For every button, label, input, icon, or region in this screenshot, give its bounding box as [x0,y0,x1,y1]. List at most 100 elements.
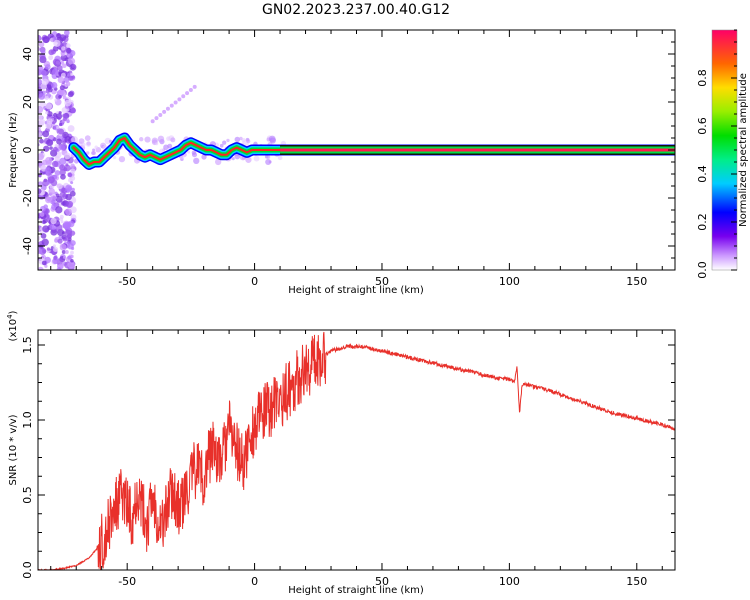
noise-dot [162,109,167,114]
noise-dot [181,94,186,99]
noise-dot [42,36,50,44]
spectrogram-y-tick-label: -20 [21,189,34,207]
noise-dot [52,246,59,253]
noise-dot [70,168,76,174]
noise-dot [67,172,73,178]
snr-y-axis-label: SNR (10 * v/v) [8,414,19,485]
noise-dot [64,99,72,107]
noise-dot [63,30,70,36]
noise-dot [66,72,71,77]
spectrogram-x-tick-label: 50 [375,275,389,288]
noise-dot [52,258,58,265]
noise-dot [65,43,71,49]
noise-dot [63,164,71,172]
noise-dot [165,106,170,111]
spectrogram-y-tick-label: 20 [21,95,34,109]
noise-dot [38,65,44,71]
noise-dot [64,249,69,254]
noise-dot [57,76,65,84]
noise-dot [59,85,65,91]
noise-dot [38,115,43,120]
noise-dot [185,91,190,96]
noise-dot [158,112,163,117]
noise-dot [71,75,75,79]
noise-dot [188,88,193,92]
noise-dot [57,238,63,244]
noise-dot [38,153,45,161]
noise-dot [70,181,74,185]
noise-dot [67,220,75,228]
colorbar-gradient [712,30,737,270]
noise-dot [45,123,52,129]
noise-dot [49,146,53,150]
noise-dot [70,163,75,169]
snr-x-tick-label: 50 [375,575,389,588]
noise-dot [155,142,159,146]
noise-dot [58,128,65,135]
frequency-track [68,132,675,170]
noise-dot [92,148,96,152]
noise-dot [56,138,63,145]
noise-dot [39,212,45,217]
noise-dot [48,55,54,61]
noise-dot [60,174,66,180]
snr-axes: -50 0 50 100 150 0.0 0.5 1.0 1.5 [21,330,675,588]
noise-dot [67,255,72,260]
noise-dot [157,135,165,143]
snr-series-line [38,331,675,570]
noise-dot [70,250,74,255]
noise-dot [46,118,53,125]
noise-dot [214,158,222,166]
noise-dot [38,93,45,100]
noise-dot [53,255,58,260]
snr-y-tick-label: 0.0 [21,561,34,579]
noise-dot [71,136,79,144]
noise-dot [69,190,76,197]
noise-dot [50,228,58,236]
noise-dot [234,136,241,143]
snr-x-tick-label: 0 [251,575,258,588]
snr-y-tick-label: 1.0 [21,411,34,429]
noise-dot [38,106,44,114]
noise-dot [50,82,58,89]
noise-dot [169,103,174,108]
noise-dot [58,94,62,99]
noise-dot [54,98,58,102]
colorbar-tick-label: 0.4 [696,165,709,183]
noise-dot [192,84,197,89]
noise-dot [38,128,42,134]
noise-dot [55,193,60,198]
spectrogram-x-tick-label: 150 [626,275,647,288]
noise-dot [170,137,176,143]
noise-dot [47,176,55,184]
noise-dot [58,88,66,96]
noise-dot [277,155,283,161]
noise-dot [64,235,70,242]
noise-dot [41,238,49,246]
noise-dot [219,143,224,148]
noise-dot [39,53,46,60]
snr-multiplier: (x104) [6,310,19,341]
noise-dot [67,125,75,133]
noise-dot [41,78,49,86]
noise-dot [108,139,113,143]
noise-dot [61,46,66,51]
noise-dot [139,137,144,142]
noise-dot [59,164,66,171]
noise-dot [53,175,58,179]
spectrogram-panel: -50 0 50 100 150 -40 -20 0 20 40 Height of straig… [8,29,749,296]
noise-dot [59,243,67,251]
noise-dot [239,136,243,141]
noise-dot [43,145,50,152]
noise-dot [61,250,66,255]
noise-dot [60,220,64,224]
snr-x-tick-label: -50 [118,575,136,588]
colorbar-label: Normalized spectral amplitude [738,73,749,227]
noise-dot [266,154,271,160]
noise-dot [81,142,86,147]
noise-dot [166,136,171,141]
noise-dot [222,140,227,145]
noise-dot [150,119,155,124]
noise-dot [42,218,48,224]
noise-dot [154,116,159,121]
